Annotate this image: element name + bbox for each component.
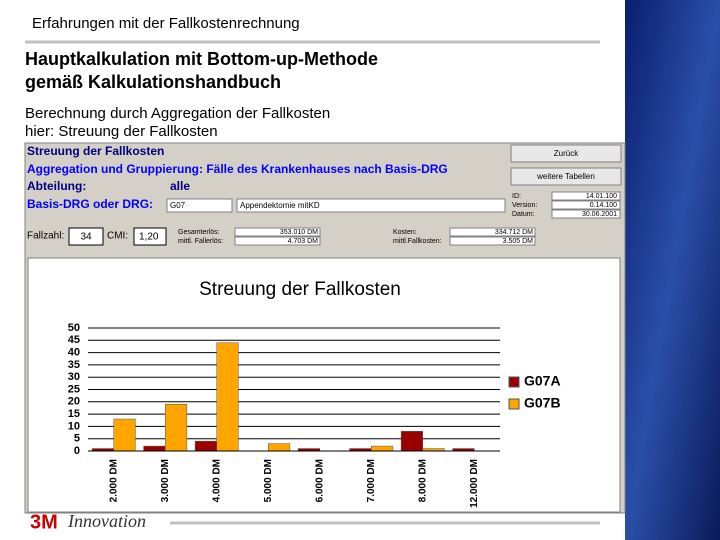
info-value: 14.01.100: [586, 193, 617, 200]
header: Erfahrungen mit der Fallkostenrechnung: [32, 15, 300, 32]
info-value: 0.14.100: [590, 202, 617, 209]
title: Hauptkalkulation mit Bottom-up-Methode: [25, 49, 378, 69]
stat-value: 4.703 DM: [288, 238, 319, 245]
y-tick-label: 35: [68, 359, 80, 371]
stat-value: 353.010 DM: [280, 229, 318, 236]
stat-label: Kosten:: [393, 229, 417, 236]
bar: [216, 342, 239, 452]
legend-swatch: [508, 376, 520, 388]
drg-label: Basis-DRG oder DRG:: [27, 197, 153, 211]
x-tick-label: 4.000 DM: [211, 459, 222, 502]
cmi-label: CMI:: [107, 231, 128, 242]
form-grouping: Aggregation und Gruppierung: Fälle des K…: [27, 162, 448, 176]
stat-field: [234, 236, 321, 246]
legend-label: G07A: [524, 373, 561, 389]
x-tick-label: 2.000 DM: [108, 459, 119, 502]
button-label: weitere Tabellen: [536, 172, 595, 181]
logo-text: Innovation: [67, 511, 146, 531]
stats: Gesamterlös: 353.010 DM mittl. Fallerlös: 4…: [178, 227, 536, 246]
form-heading: Streuung der Fallkosten: [27, 144, 164, 158]
chart-panel: [27, 257, 621, 513]
x-tick-label: 12.000 DM: [469, 459, 480, 508]
drg: G07: [170, 201, 186, 210]
legend-label: G07B: [524, 395, 561, 411]
y-tick-label: 10: [68, 420, 80, 432]
stat-field: [234, 227, 321, 237]
y-tick-label: 15: [68, 408, 80, 420]
title: gemäß Kalkulationshandbuch: [25, 72, 281, 92]
info-field: [551, 191, 621, 201]
y-tick-label: 25: [68, 383, 80, 395]
bar: [143, 445, 166, 452]
info-label: ID:: [512, 193, 521, 200]
stat-field: [449, 227, 536, 237]
y-tick-label: 50: [68, 322, 80, 334]
info-label: Datum:: [512, 211, 535, 218]
legend-swatch: [508, 398, 520, 410]
button[interactable]: [510, 167, 622, 186]
department: alle: [170, 179, 190, 193]
drg-text-field[interactable]: [236, 198, 506, 213]
stat-label: Gesamterlös:: [178, 229, 220, 236]
y-tick-label: 40: [68, 347, 80, 359]
cases: 34: [80, 232, 92, 243]
stat-value: 3.505 DM: [503, 238, 534, 245]
info-field: [551, 200, 621, 210]
button[interactable]: [510, 144, 622, 163]
drg-field[interactable]: [166, 198, 233, 213]
button-label: Zurück: [554, 149, 579, 158]
x-tick-label: 3.000 DM: [160, 459, 171, 502]
info-fields: ID: 14.01.100 Version: 0.14.100 Datum: 30.06.…: [512, 191, 621, 219]
y-tick-label: 20: [68, 396, 80, 408]
logo-3m: 3M: [30, 511, 58, 533]
decor-strip: [625, 0, 720, 540]
cases-field[interactable]: [68, 227, 104, 246]
bar: [194, 440, 217, 452]
stat-label: mittl.Fallkosten:: [393, 238, 442, 245]
stat-value: 334.712 DM: [495, 229, 533, 236]
bar: [400, 431, 423, 452]
x-tick-label: 6.000 DM: [314, 459, 325, 502]
info-label: Version:: [512, 202, 537, 209]
bar: [371, 445, 394, 452]
drg-text: Appendektomie mitKD: [240, 201, 320, 210]
stat-field: [449, 236, 536, 246]
x-tick-label: 5.000 DM: [263, 459, 274, 502]
info-value: 30.06.2001: [582, 211, 617, 218]
cases-label: Fallzahl:: [27, 231, 64, 242]
department-label: Abteilung:: [27, 179, 86, 193]
bar: [165, 404, 188, 452]
cmi: 1,20: [139, 232, 159, 243]
y-tick-label: 5: [74, 433, 80, 445]
x-tick-label: 8.000 DM: [417, 459, 428, 502]
bar: [268, 443, 291, 452]
subtitle: hier: Streuung der Fallkosten: [25, 123, 218, 140]
x-tick-label: 7.000 DM: [366, 459, 377, 502]
stat-label: mittl. Fallerlös:: [178, 238, 223, 245]
y-tick-label: 45: [68, 334, 80, 346]
info-field: [551, 209, 621, 219]
bar: [113, 418, 136, 452]
y-tick-label: 0: [74, 445, 80, 457]
cmi-field[interactable]: [133, 227, 167, 246]
chart-title: Streuung der Fallkosten: [199, 279, 401, 300]
subtitle: Berechnung durch Aggregation der Fallkos…: [25, 105, 330, 122]
y-tick-label: 30: [68, 371, 80, 383]
